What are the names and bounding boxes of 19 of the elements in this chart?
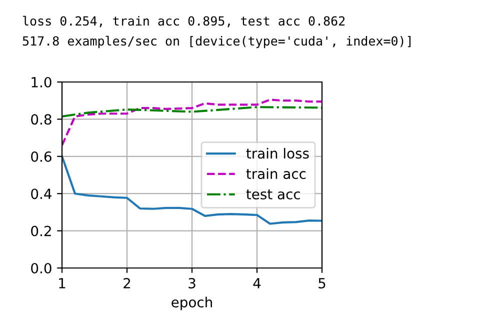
y-tick-label: 0.4 (31, 188, 52, 200)
legend-label: train acc (246, 168, 306, 180)
x-tick-label: 1 (59, 278, 66, 288)
text: loss 0.254, train acc 0.895, test acc 0.862 (22, 16, 345, 28)
x-tick-label: 5 (318, 278, 326, 288)
line-series (62, 106, 322, 118)
y-tick-label: 1.0 (32, 76, 52, 88)
y-tick-label: 0.2 (31, 226, 51, 236)
x-tick-label: 3 (188, 278, 196, 288)
x-tick-label: 2 (124, 278, 130, 288)
text: 517.8 examples/sec on [device(type='cuda', index=0)] (22, 36, 411, 48)
legend-label: train loss (246, 148, 309, 159)
legend-label: test acc (246, 189, 300, 200)
x-axis-title: epoch (172, 296, 212, 310)
x-tick-label: 4 (253, 278, 261, 288)
line-series (62, 98, 322, 146)
y-tick-label: 0.6 (31, 151, 52, 162)
y-tick-label: 0.0 (31, 262, 52, 274)
y-tick-label: 0.8 (31, 114, 52, 125)
